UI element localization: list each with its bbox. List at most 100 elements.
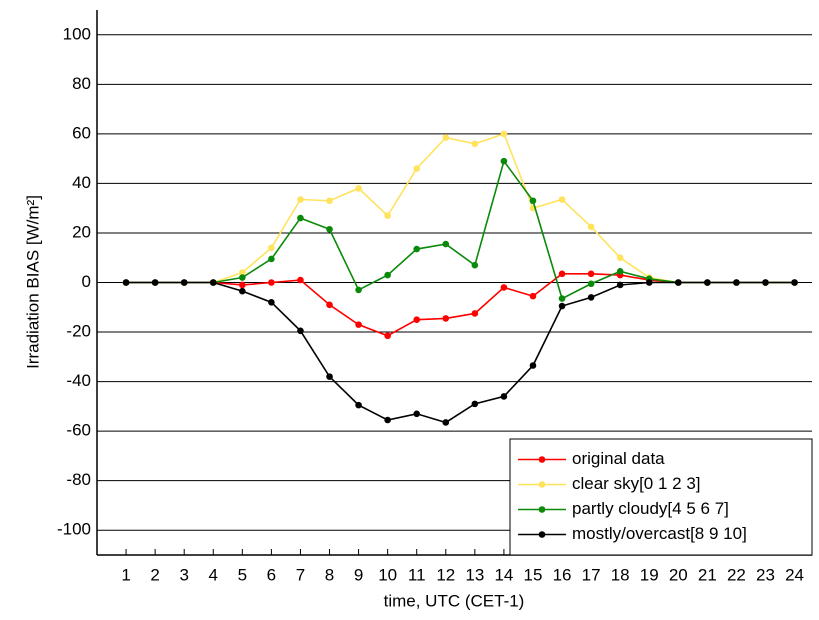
data-point <box>500 130 508 138</box>
data-point <box>326 373 333 380</box>
data-point <box>239 287 246 295</box>
x-tick-label: 3 <box>179 565 188 584</box>
data-point <box>645 279 653 286</box>
x-tick-label: 2 <box>150 565 159 584</box>
legend-marker <box>538 481 546 488</box>
data-point <box>122 279 130 286</box>
y-tick-label: -40 <box>66 371 91 390</box>
legend-marker <box>538 506 546 513</box>
data-point <box>413 410 421 418</box>
y-tick-label: -100 <box>57 520 91 539</box>
legend-label: mostly/overcast[8 9 10] <box>572 524 747 543</box>
data-point <box>733 279 740 286</box>
data-point <box>442 240 450 248</box>
data-point <box>384 212 391 219</box>
x-tick-label: 5 <box>238 565 247 584</box>
legend-marker <box>538 531 546 538</box>
data-point <box>297 327 304 335</box>
data-point <box>616 281 624 289</box>
data-point <box>268 279 275 286</box>
x-tick-label: 17 <box>582 565 601 584</box>
data-point <box>529 292 537 300</box>
data-point <box>413 245 421 253</box>
data-point <box>413 316 421 323</box>
data-point <box>587 280 595 288</box>
data-point <box>616 254 624 262</box>
y-tick-label: 20 <box>72 222 91 241</box>
data-point <box>355 185 362 192</box>
data-point <box>500 284 508 291</box>
y-tick-label: -60 <box>66 421 91 440</box>
data-point <box>239 269 246 276</box>
x-tick-label: 18 <box>611 565 630 584</box>
x-tick-label: 21 <box>698 565 717 584</box>
data-point <box>297 214 304 222</box>
x-tick-label: 15 <box>524 565 543 584</box>
data-point <box>355 321 362 328</box>
data-point <box>587 270 595 278</box>
legend-label: partly cloudy[4 5 6 7] <box>572 499 729 518</box>
x-tick-label: 8 <box>325 565 334 584</box>
data-point <box>529 362 537 369</box>
data-point <box>616 268 624 275</box>
data-point <box>326 225 333 233</box>
x-tick-label: 23 <box>756 565 775 584</box>
data-point <box>384 332 391 340</box>
data-point <box>704 279 711 286</box>
data-point <box>268 299 275 306</box>
legend-label: clear sky[0 1 2 3] <box>572 474 701 493</box>
data-point <box>384 416 391 424</box>
data-point <box>239 281 246 289</box>
x-axis-label: time, UTC (CET-1) <box>384 591 525 610</box>
data-point <box>180 279 188 286</box>
data-point <box>762 279 769 286</box>
data-point <box>239 274 246 281</box>
data-point <box>355 401 362 409</box>
x-tick-label: 12 <box>436 565 455 584</box>
data-point <box>471 400 479 408</box>
data-point <box>471 140 479 148</box>
y-tick-label: 60 <box>72 123 91 142</box>
data-point <box>442 134 450 141</box>
data-point <box>471 261 479 269</box>
data-point <box>675 279 682 286</box>
data-point <box>209 279 217 286</box>
legend-marker <box>538 456 546 463</box>
y-tick-label: 80 <box>72 74 91 93</box>
x-tick-label: 7 <box>296 565 305 584</box>
data-point <box>326 197 333 205</box>
data-point <box>355 286 362 294</box>
x-tick-label: 4 <box>209 565 218 584</box>
data-point <box>442 315 450 322</box>
y-tick-label: -20 <box>66 322 91 341</box>
y-tick-label: 40 <box>72 173 91 192</box>
data-point <box>558 302 566 310</box>
data-point <box>529 197 537 205</box>
x-tick-label: 16 <box>553 565 572 584</box>
data-point <box>268 244 275 252</box>
data-point <box>500 157 508 165</box>
x-tick-label: 22 <box>727 565 746 584</box>
y-tick-label: 100 <box>63 24 91 43</box>
data-point <box>151 279 159 286</box>
data-point <box>297 276 304 284</box>
data-point <box>413 165 421 172</box>
x-tick-label: 1 <box>121 565 130 584</box>
data-point <box>500 393 508 400</box>
x-tick-label: 11 <box>408 565 426 584</box>
data-point <box>558 295 566 302</box>
data-point <box>442 419 450 426</box>
data-point <box>297 196 304 203</box>
data-point <box>587 294 595 301</box>
y-tick-label: -80 <box>66 470 91 489</box>
data-point <box>326 301 333 309</box>
x-tick-label: 9 <box>354 565 363 584</box>
data-point <box>268 255 275 263</box>
x-tick-label: 13 <box>465 565 484 584</box>
data-point <box>587 223 595 231</box>
x-tick-label: 24 <box>785 565 804 584</box>
series-line <box>126 281 795 424</box>
x-tick-label: 6 <box>267 565 276 584</box>
data-point <box>558 196 566 203</box>
